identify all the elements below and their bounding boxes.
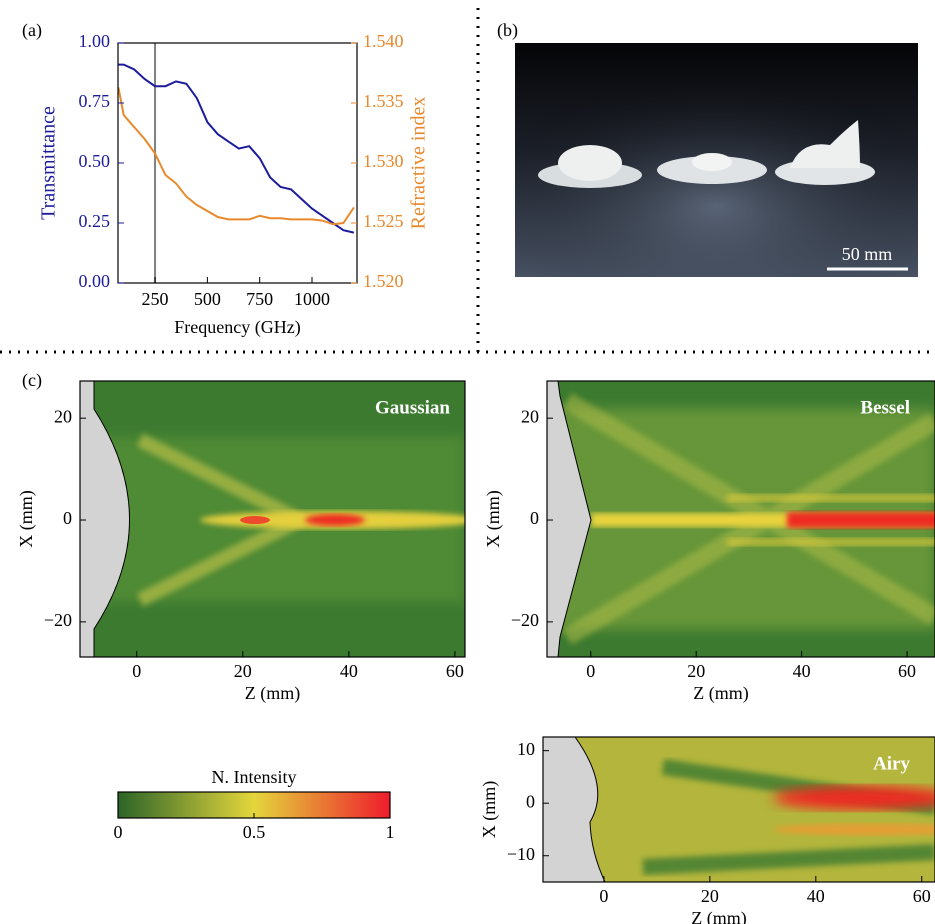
beam-side <box>727 494 935 503</box>
x-tick-label: 60 <box>898 661 916 681</box>
x-axis-label: Z (mm) <box>245 683 301 704</box>
x-tick-label: 0 <box>586 661 595 681</box>
x-tick-label: 0 <box>132 661 141 681</box>
colorbar-tick-label: 0 <box>114 822 123 842</box>
y2-axis-label: Refractive index <box>408 97 430 230</box>
photo: 50 mm <box>515 43 918 277</box>
beam-hot <box>240 516 270 525</box>
data-line <box>117 87 355 226</box>
heatmap-field <box>543 737 935 882</box>
y-tick-label: 10 <box>517 739 535 759</box>
beam-warm <box>773 823 935 836</box>
colorbar-tick-label: 0.5 <box>243 822 266 842</box>
panel-label: (b) <box>497 20 518 41</box>
x-tick-label: 60 <box>446 661 464 681</box>
lens <box>543 737 606 882</box>
y-axis-label: Transmittance <box>38 106 60 220</box>
y2-tick-label: 1.520 <box>363 271 404 291</box>
x-tick-label: 40 <box>793 661 811 681</box>
x-tick-label: 1000 <box>294 289 330 309</box>
axes-frame <box>79 380 466 658</box>
y-tick-label: 0.00 <box>79 271 111 291</box>
y-axis-label: X (mm) <box>479 781 500 839</box>
x-tick-label: 40 <box>807 886 825 906</box>
y-axis-label: X (mm) <box>16 490 37 548</box>
y-tick-label: 1.00 <box>79 31 111 51</box>
x-tick-label: 60 <box>913 886 931 906</box>
colorbar-tick-label: 1 <box>386 822 395 842</box>
lens <box>80 381 130 657</box>
x-tick-label: 20 <box>701 886 719 906</box>
x-tick-label: 750 <box>246 289 273 309</box>
colorbar-label: N. Intensity <box>212 767 297 787</box>
panel-title: Airy <box>873 753 910 774</box>
data-line <box>118 63 355 234</box>
y2-tick-label: 1.530 <box>363 151 404 171</box>
y-tick-label: 0.75 <box>79 91 111 111</box>
axes-frame <box>546 380 935 658</box>
x-tick-label: 20 <box>234 661 252 681</box>
y-tick-label: 0.25 <box>79 211 111 231</box>
axes-frame <box>542 736 935 883</box>
x-tick-label: 40 <box>340 661 358 681</box>
scale-bar-label: 50 mm <box>842 244 893 264</box>
y-tick-label: 20 <box>54 406 72 426</box>
panel-label: (a) <box>22 20 42 41</box>
lens-photo <box>790 120 860 168</box>
y-tick-label: −10 <box>507 844 535 864</box>
heatmap-field <box>547 381 935 657</box>
y-tick-label: −20 <box>511 610 539 630</box>
x-tick-label: 250 <box>142 289 169 309</box>
y-tick-label: 0 <box>530 508 539 528</box>
x-axis-label: Z (mm) <box>691 908 747 924</box>
x-axis-label: Frequency (GHz) <box>174 317 300 338</box>
y-tick-label: −20 <box>44 610 72 630</box>
x-tick-label: 20 <box>687 661 705 681</box>
beam-hot <box>787 512 935 529</box>
beam-hot <box>305 514 365 527</box>
panel-title: Gaussian <box>375 397 450 418</box>
x-tick-label: 0 <box>599 886 608 906</box>
axes-frame <box>117 42 358 284</box>
lens-photo <box>558 145 622 181</box>
y2-tick-label: 1.525 <box>363 211 404 231</box>
x-axis-label: Z (mm) <box>693 683 749 704</box>
panel-label: (c) <box>22 370 42 391</box>
lens <box>547 381 592 657</box>
y-tick-label: 0.50 <box>79 151 111 171</box>
lens-photo <box>692 153 732 171</box>
beam-side <box>727 538 935 547</box>
x-tick-label: 500 <box>194 289 221 309</box>
panel-title: Bessel <box>860 397 910 418</box>
beam-hot <box>773 785 935 810</box>
y-tick-label: 20 <box>521 406 539 426</box>
y-tick-label: 0 <box>63 508 72 528</box>
y-tick-label: 0 <box>526 791 535 811</box>
y2-tick-label: 1.540 <box>363 31 404 51</box>
y-axis-label: X (mm) <box>483 490 504 548</box>
y2-tick-label: 1.535 <box>363 91 404 111</box>
heatmap-field <box>80 381 465 657</box>
beam-arm <box>562 393 935 645</box>
